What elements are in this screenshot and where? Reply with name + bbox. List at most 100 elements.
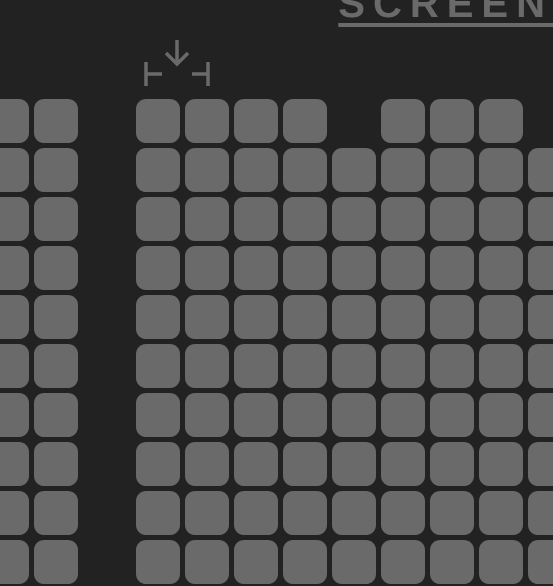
seat[interactable]: [136, 197, 180, 241]
seat[interactable]: [479, 540, 523, 584]
seat[interactable]: [332, 393, 376, 437]
seat[interactable]: [185, 540, 229, 584]
seat[interactable]: [283, 344, 327, 388]
seat[interactable]: [34, 442, 78, 486]
seat[interactable]: [528, 393, 553, 437]
seat[interactable]: [479, 197, 523, 241]
seat[interactable]: [381, 442, 425, 486]
seat[interactable]: [528, 491, 553, 535]
seat[interactable]: [0, 393, 29, 437]
seat[interactable]: [185, 246, 229, 290]
seat[interactable]: [136, 491, 180, 535]
seat[interactable]: [479, 246, 523, 290]
seat[interactable]: [332, 246, 376, 290]
seat[interactable]: [234, 99, 278, 143]
seat[interactable]: [479, 148, 523, 192]
seat[interactable]: [234, 344, 278, 388]
seat[interactable]: [136, 344, 180, 388]
seat[interactable]: [479, 442, 523, 486]
seat[interactable]: [332, 295, 376, 339]
seat[interactable]: [0, 246, 29, 290]
seat[interactable]: [34, 99, 78, 143]
seat[interactable]: [185, 148, 229, 192]
seat[interactable]: [136, 295, 180, 339]
seat[interactable]: [34, 491, 78, 535]
seat[interactable]: [332, 442, 376, 486]
seat[interactable]: [283, 393, 327, 437]
seat[interactable]: [185, 99, 229, 143]
seat[interactable]: [0, 491, 29, 535]
seat[interactable]: [0, 295, 29, 339]
seat[interactable]: [528, 442, 553, 486]
seat[interactable]: [234, 148, 278, 192]
seat[interactable]: [283, 246, 327, 290]
seat[interactable]: [381, 197, 425, 241]
seat[interactable]: [0, 99, 29, 143]
seat[interactable]: [430, 148, 474, 192]
seat[interactable]: [283, 540, 327, 584]
seat[interactable]: [0, 148, 29, 192]
seat[interactable]: [430, 197, 474, 241]
seat[interactable]: [430, 344, 474, 388]
seat[interactable]: [479, 295, 523, 339]
seat[interactable]: [283, 442, 327, 486]
seat[interactable]: [0, 197, 29, 241]
seat[interactable]: [479, 393, 523, 437]
seat[interactable]: [381, 393, 425, 437]
seat[interactable]: [185, 442, 229, 486]
seat[interactable]: [136, 393, 180, 437]
seat[interactable]: [234, 491, 278, 535]
seat[interactable]: [381, 295, 425, 339]
seat[interactable]: [234, 540, 278, 584]
seat[interactable]: [234, 246, 278, 290]
seat[interactable]: [0, 442, 29, 486]
seat[interactable]: [283, 99, 327, 143]
seat[interactable]: [528, 344, 553, 388]
seat[interactable]: [34, 197, 78, 241]
seat[interactable]: [528, 148, 553, 192]
seat[interactable]: [234, 295, 278, 339]
seat[interactable]: [332, 491, 376, 535]
seat[interactable]: [430, 491, 474, 535]
seat[interactable]: [430, 393, 474, 437]
seat[interactable]: [528, 295, 553, 339]
seat[interactable]: [479, 99, 523, 143]
seat[interactable]: [185, 393, 229, 437]
seat[interactable]: [136, 148, 180, 192]
seat[interactable]: [479, 344, 523, 388]
seat[interactable]: [332, 540, 376, 584]
seat[interactable]: [34, 393, 78, 437]
seat[interactable]: [234, 197, 278, 241]
seat[interactable]: [381, 246, 425, 290]
seat[interactable]: [234, 442, 278, 486]
seat[interactable]: [528, 540, 553, 584]
seat[interactable]: [34, 344, 78, 388]
seat[interactable]: [234, 393, 278, 437]
seat[interactable]: [34, 540, 78, 584]
seat[interactable]: [136, 442, 180, 486]
seat[interactable]: [34, 246, 78, 290]
seat[interactable]: [283, 148, 327, 192]
seat[interactable]: [332, 197, 376, 241]
seat[interactable]: [0, 540, 29, 584]
seat[interactable]: [283, 197, 327, 241]
seat[interactable]: [34, 148, 78, 192]
seat[interactable]: [381, 148, 425, 192]
seat[interactable]: [381, 491, 425, 535]
seat[interactable]: [381, 344, 425, 388]
seat[interactable]: [185, 197, 229, 241]
seat[interactable]: [136, 540, 180, 584]
seat[interactable]: [381, 540, 425, 584]
seat[interactable]: [332, 344, 376, 388]
seat[interactable]: [381, 99, 425, 143]
seat[interactable]: [479, 491, 523, 535]
seat[interactable]: [185, 491, 229, 535]
seat[interactable]: [430, 246, 474, 290]
seat[interactable]: [185, 344, 229, 388]
seat[interactable]: [332, 148, 376, 192]
seat[interactable]: [430, 442, 474, 486]
seat[interactable]: [528, 197, 553, 241]
seat[interactable]: [283, 491, 327, 535]
seat[interactable]: [430, 99, 474, 143]
seat[interactable]: [430, 295, 474, 339]
